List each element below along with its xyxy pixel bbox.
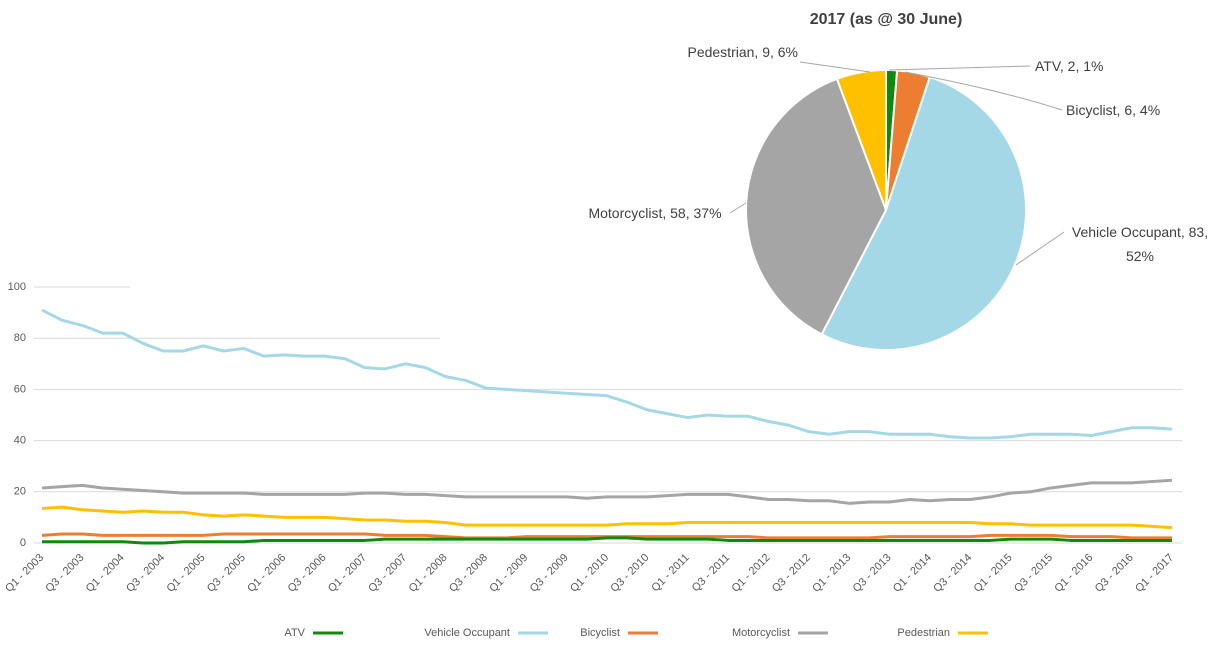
- x-tick-label: Q3 - 2006: [286, 552, 329, 595]
- pie-slice: [835, 68, 887, 211]
- legend-label: Motorcyclist: [732, 627, 790, 639]
- x-tick-label: Q3 - 2007: [366, 552, 409, 595]
- legend-label: Bicyclist: [580, 627, 620, 639]
- series-line: [41, 308, 1173, 440]
- x-tick-label: Q3 - 2016: [1093, 552, 1136, 595]
- y-tick-label: 20: [14, 486, 26, 498]
- pie-background: [130, 0, 1218, 300]
- pie-title: 2017 (as @ 30 June): [810, 11, 963, 28]
- pie-label: Bicyclist, 6, 4%: [1066, 102, 1161, 118]
- pie-label: ATV, 2, 1%: [1035, 58, 1104, 74]
- leader-lines: [729, 61, 1065, 266]
- pie-slice: [820, 75, 1027, 351]
- x-tick-label: Q1 - 2013: [810, 552, 853, 595]
- pie-label: Pedestrian, 9, 6%: [687, 44, 798, 60]
- x-tick-label: Q1 - 2009: [487, 552, 530, 595]
- x-tick-label: Q1 - 2012: [730, 552, 773, 595]
- x-tick-label: Q1 - 2003: [3, 552, 46, 595]
- x-tick-label: Q1 - 2008: [407, 552, 450, 595]
- x-tick-label: Q3 - 2003: [43, 552, 86, 595]
- series-line: [41, 478, 1173, 505]
- pie-label: Vehicle Occupant, 83, 52%: [1071, 224, 1209, 264]
- leader-line: [729, 202, 747, 214]
- leader-line: [799, 61, 871, 73]
- x-tick-label: Q3 - 2010: [608, 552, 651, 595]
- leader-line: [1015, 231, 1065, 266]
- legend-label: ATV: [284, 627, 305, 639]
- x-tick-label: Q3 - 2009: [528, 552, 571, 595]
- x-tick-label: Q1 - 2015: [972, 552, 1015, 595]
- series-line: [41, 505, 1173, 530]
- y-tick-label: 40: [14, 435, 26, 447]
- y-tick-label: 100: [8, 281, 26, 293]
- y-tick-label: 0: [20, 537, 26, 549]
- legend-label: Vehicle Occupant: [424, 627, 510, 639]
- series-line: [42, 536, 1172, 545]
- x-tick-label: Q3 - 2011: [690, 552, 733, 595]
- legend-label: Pedestrian: [897, 627, 950, 639]
- x-tick-label: Q3 - 2004: [124, 552, 167, 595]
- x-tick-label: Q1 - 2014: [891, 552, 934, 595]
- leader-line: [904, 71, 1063, 111]
- x-tick-label: Q3 - 2005: [205, 552, 248, 595]
- x-tick-label: Q1 - 2005: [165, 552, 208, 595]
- x-tick-label: Q1 - 2016: [1052, 552, 1095, 595]
- x-tick-label: Q1 - 2004: [84, 552, 127, 595]
- pie-slice: [745, 77, 888, 336]
- x-tick-label: Q1 - 2007: [326, 552, 369, 595]
- x-tick-label: Q1 - 2010: [568, 552, 611, 595]
- x-tick-label: Q3 - 2014: [931, 552, 974, 595]
- pie-label: Motorcyclist, 58, 37%: [588, 205, 722, 221]
- y-tick-label: 80: [14, 332, 26, 344]
- x-tick-label: Q3 - 2015: [1012, 552, 1055, 595]
- x-tick-label: Q3 - 2008: [447, 552, 490, 595]
- leader-line: [888, 65, 1031, 71]
- x-tick-label: Q3 - 2013: [851, 552, 894, 595]
- x-tick-label: Q1 - 2017: [1133, 552, 1176, 595]
- x-tick-label: Q3 - 2012: [770, 552, 813, 595]
- y-tick-label: 60: [14, 383, 26, 395]
- x-tick-label: Q1 - 2011: [649, 552, 692, 595]
- x-tick-label: Q1 - 2006: [245, 552, 288, 595]
